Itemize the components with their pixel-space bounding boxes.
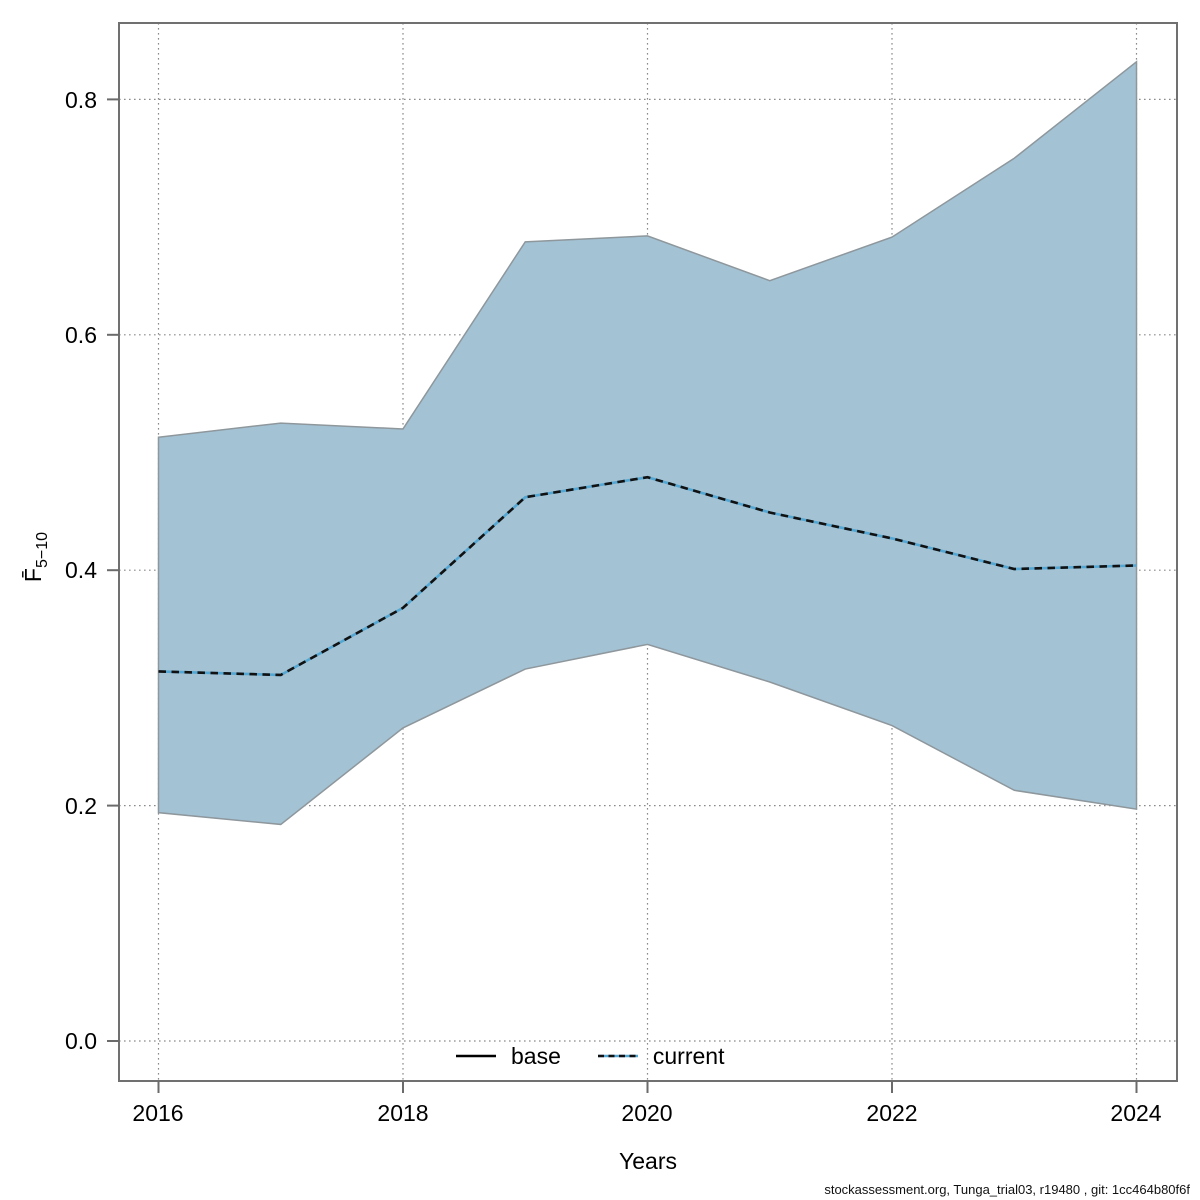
y-axis-label-sub: 5−10 bbox=[34, 531, 51, 568]
legend: base current bbox=[455, 1042, 724, 1070]
footer-credit: stockassessment.org, Tunga_trial03, r194… bbox=[824, 1182, 1190, 1197]
y-tick-label: 0.0 bbox=[65, 1028, 97, 1054]
legend-current-line-sample bbox=[597, 1054, 638, 1058]
x-tick-label: 2020 bbox=[621, 1100, 673, 1126]
legend-item-base: base bbox=[455, 1042, 561, 1070]
y-tick-label: 0.8 bbox=[65, 87, 97, 113]
legend-base-label: base bbox=[511, 1043, 561, 1069]
x-tick-label: 2022 bbox=[866, 1100, 918, 1126]
x-tick-label: 2018 bbox=[377, 1100, 429, 1126]
x-axis-label: Years bbox=[619, 1148, 677, 1174]
legend-base-line-sample bbox=[456, 1054, 496, 1058]
y-axis-label: F̄5−10 bbox=[13, 496, 53, 618]
x-tick-label: 2016 bbox=[132, 1100, 184, 1126]
y-axis-label-main: F̄ bbox=[20, 568, 46, 583]
y-tick-label: 0.2 bbox=[65, 793, 97, 819]
legend-current-label: current bbox=[652, 1043, 725, 1069]
legend-item-current: current bbox=[597, 1042, 725, 1070]
x-tick-label: 2024 bbox=[1110, 1100, 1162, 1126]
y-tick-label: 0.4 bbox=[65, 557, 97, 583]
y-tick-label: 0.6 bbox=[65, 322, 97, 348]
